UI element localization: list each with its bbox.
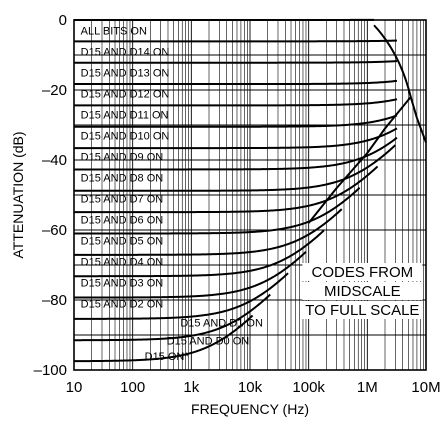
curves <box>74 18 427 363</box>
series-curve <box>74 98 398 107</box>
series-curve <box>74 60 398 64</box>
series-label: D15 AND D12 ON <box>81 89 170 101</box>
series-label: D15 AND D10 ON <box>81 131 170 143</box>
full-scale-rolloff <box>373 24 412 98</box>
series-curve <box>74 136 398 171</box>
series-label: D15 AND D14 ON <box>81 47 170 59</box>
y-tick-label: –80 <box>42 292 67 309</box>
feedthrough-curve <box>307 96 427 224</box>
series-label: D15 AND D5 ON <box>81 236 164 248</box>
series-curve <box>74 251 307 299</box>
series-curve <box>74 314 254 363</box>
series-label: D15 AND D3 ON <box>81 278 164 290</box>
series-label: D15 AND D13 ON <box>81 68 170 80</box>
series-label: D15 AND D9 ON <box>81 152 164 164</box>
series-curve <box>74 144 397 192</box>
note-backdrop <box>302 263 423 281</box>
series-label: D15 AND D2 ON <box>81 299 164 311</box>
series-curve <box>74 79 398 86</box>
y-tick-label: –20 <box>42 82 67 99</box>
tick-labels: 10 100 1k 10k 100k 1M 10M 0 –20 –40 –60 –80 –100 <box>34 12 441 396</box>
codes-note-line: MIDSCALE <box>324 283 401 300</box>
y-tick-label: –40 <box>42 152 67 169</box>
note-backdrop <box>302 282 423 300</box>
codes-note: CODES FROM MIDSCALE TO FULL SCALE <box>302 263 423 319</box>
series-label: D15 AND D6 ON <box>81 215 164 227</box>
note-backdrop <box>302 301 423 319</box>
x-tick-label: 10 <box>66 379 83 396</box>
plot-frame <box>73 19 427 371</box>
y-tick-label: –60 <box>42 222 67 239</box>
series-label: D15 AND D8 ON <box>81 173 164 185</box>
x-tick-label: 10M <box>411 379 440 396</box>
series-curve <box>74 39 398 43</box>
series-curve <box>74 293 271 342</box>
x-tick-label: 100 <box>120 379 145 396</box>
series-label: D15 AND D1 ON <box>180 317 263 329</box>
series-label: D15 AND D11 ON <box>81 110 169 122</box>
series-label: D15 AND D4 ON <box>81 257 164 269</box>
series-curve <box>74 127 398 150</box>
x-tick-label: 10k <box>238 379 263 396</box>
x-tick-label: 1k <box>183 379 199 396</box>
codes-note-line: CODES FROM <box>311 264 413 281</box>
series-curve <box>74 114 398 128</box>
x-tick-label: 100k <box>292 379 325 396</box>
series-curve <box>74 208 343 256</box>
codes-note-line: TO FULL SCALE <box>305 302 419 319</box>
x-axis-label: FREQUENCY (Hz) <box>191 401 309 417</box>
curve-labels: ALL BITS ON D15 AND D14 ON D15 AND D13 ON D… <box>81 26 263 364</box>
y-tick-label: 0 <box>59 12 67 29</box>
x-tick-label: 1M <box>357 379 378 396</box>
series-label: D15 AND D0 ON <box>167 335 250 347</box>
series-label: ALL BITS ON <box>81 26 147 38</box>
series-curve <box>74 272 289 320</box>
series-label: D15 ON* <box>145 351 190 363</box>
y-tick-label: –100 <box>34 362 67 379</box>
series-label: D15 AND D7 ON <box>81 194 164 206</box>
series-curve <box>74 229 325 278</box>
y-axis-label: ATTENUATION (dB) <box>10 131 26 258</box>
